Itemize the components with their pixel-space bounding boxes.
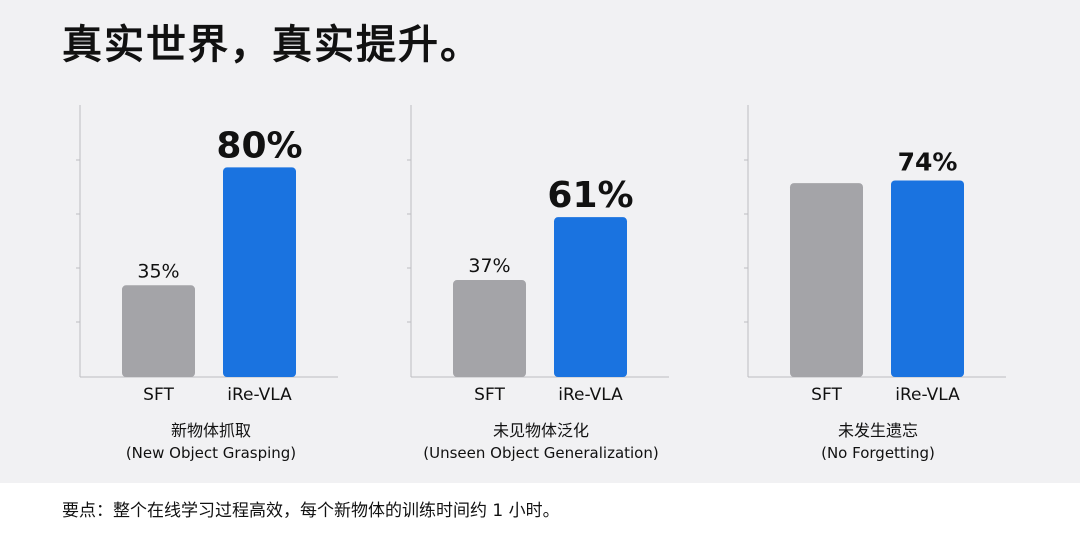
chart-2-bar-sft — [453, 280, 526, 377]
chart-1-value-label-sft: 35% — [137, 260, 179, 282]
chart-1-bar-ire-vla — [223, 167, 296, 377]
chart-1-category-sft: SFT — [143, 385, 174, 405]
chart-3-value-label-ire-vla: 74% — [898, 148, 958, 177]
chart-2-xlabel-en: (Unseen Object Generalization) — [423, 444, 659, 462]
chart-3-category-label: 未发生遗忘 (No Forgetting) — [728, 420, 1028, 464]
chart-1-xlabel-en: (New Object Grasping) — [125, 444, 297, 462]
chart-2-xlabel: 未见物体泛化 — [492, 421, 589, 440]
chart-2-category-label: 未见物体泛化 (Unseen Object Generalization) — [391, 420, 691, 464]
chart-1-category-label: 新物体抓取 (New Object Grasping) — [61, 420, 361, 464]
chart-1-xlabel: 新物体抓取 — [170, 421, 251, 440]
footer-note: 要点：整个在线学习过程高效，每个新物体的训练时间约 1 小时。 — [62, 501, 560, 521]
chart-2-value-label-ire-vla: 61% — [547, 175, 633, 216]
chart-3-bar-ire-vla — [891, 180, 964, 377]
chart-3-category-sft: SFT — [811, 385, 842, 405]
chart-2-category-sft: SFT — [474, 385, 505, 405]
chart-2-value-label-sft: 37% — [468, 255, 510, 277]
page-title: 真实世界，真实提升。 — [62, 22, 482, 68]
bar-charts: 35% SFT 80% iRe-VLA 37% SFT 61% iRe-VLA SFT 74% iR… — [76, 105, 1006, 405]
chart-3-category-ire-vla: iRe-VLA — [895, 385, 960, 405]
chart-1-category-ire-vla: iRe-VLA — [227, 385, 292, 405]
chart-2-category-ire-vla: iRe-VLA — [558, 385, 623, 405]
chart-3-xlabel-en: (No Forgetting) — [821, 444, 935, 462]
chart-1-value-label-ire-vla: 80% — [216, 125, 302, 166]
chart-1-bar-sft — [122, 285, 195, 377]
chart-2-bar-ire-vla — [554, 217, 627, 377]
chart-3-xlabel: 未发生遗忘 — [837, 421, 918, 440]
chart-3-bar-sft — [790, 183, 863, 377]
footer-bar — [0, 483, 1080, 533]
